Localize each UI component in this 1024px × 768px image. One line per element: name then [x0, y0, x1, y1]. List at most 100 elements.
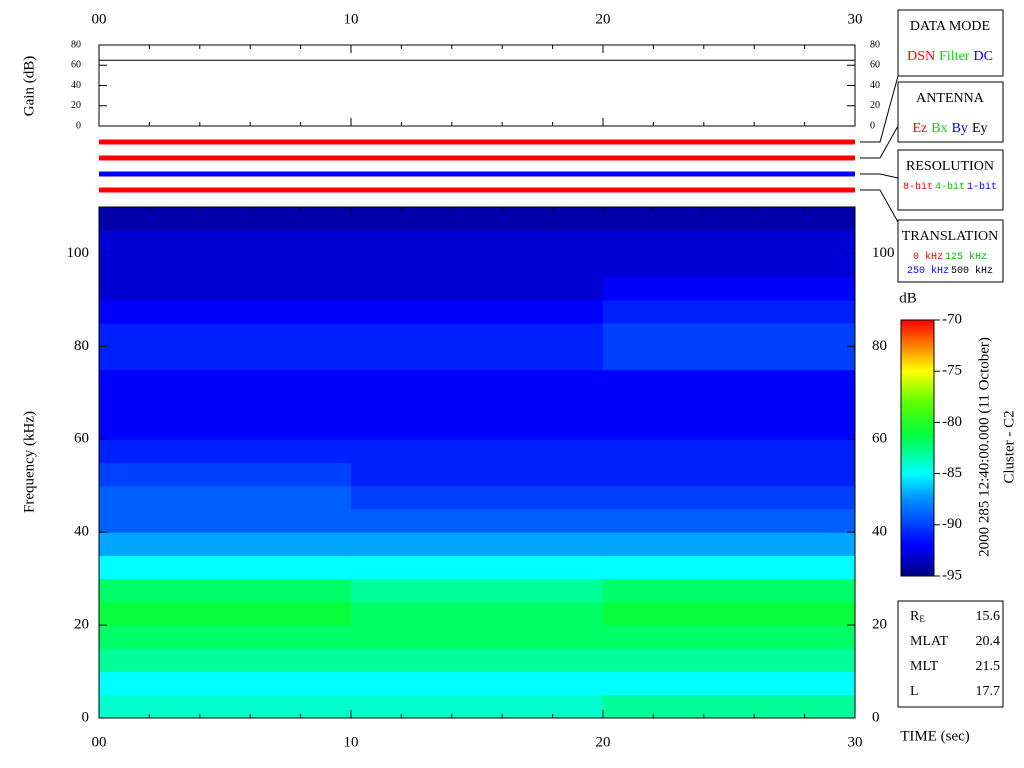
- y-tick-label: 20: [872, 617, 887, 633]
- heatmap-cell: [351, 508, 604, 533]
- colorbar: [900, 319, 935, 577]
- connector: [860, 75, 899, 143]
- heatmap-cell: [603, 346, 856, 371]
- heatmap-cell: [351, 276, 604, 301]
- timestamp: 2000 285 12:40:00.000 (11 October): [976, 337, 992, 557]
- heatmap-cell: [603, 392, 856, 417]
- y-tick-label: 100: [872, 245, 895, 261]
- legend-title: TRANSLATION: [902, 229, 998, 244]
- colorbar-tick-label: -70: [942, 311, 962, 327]
- y-tick-label: 80: [870, 39, 880, 50]
- connectors: [860, 75, 899, 223]
- heatmap-cell: [603, 625, 856, 649]
- ephemeris-label-text: R: [910, 609, 920, 624]
- heatmap-cell: [603, 694, 856, 719]
- ephemeris-label-text: L: [910, 684, 919, 699]
- heatmap-cell: [603, 207, 856, 231]
- gain-y-label: Gain (dB): [21, 56, 37, 116]
- heatmap-cell: [351, 671, 604, 696]
- heatmap-cell: [99, 299, 352, 324]
- legend-item: 1-bit: [967, 181, 997, 193]
- heatmap-cell: [99, 416, 352, 440]
- colorbar-tick-label: -75: [942, 363, 962, 379]
- heatmap-cell: [99, 323, 352, 347]
- legend-box: [897, 149, 1004, 211]
- heatmap-cell: [351, 625, 604, 649]
- legend-items: 0 kHz 125 kHz: [913, 251, 987, 263]
- legend-item: 0 kHz: [913, 251, 943, 263]
- legend-item: By: [952, 121, 968, 136]
- heatmap-cell: [99, 532, 352, 556]
- legend-item: 4-bit: [935, 181, 965, 193]
- colorbar-label: dB: [899, 290, 917, 306]
- heatmap-cell: [351, 346, 604, 371]
- freq-y-label: Frequency (kHz): [21, 411, 37, 513]
- x-tick-label: 20: [596, 11, 611, 27]
- heatmap-cell: [603, 439, 856, 463]
- status-bar: [99, 171, 855, 177]
- heatmap-cell: [351, 648, 604, 673]
- y-tick-label: 100: [67, 245, 90, 261]
- legend-item: DC: [973, 49, 992, 64]
- ephemeris-label: RE: [910, 609, 925, 624]
- y-tick-label: 0: [872, 709, 880, 725]
- colorbar-tick-label: -90: [942, 516, 962, 532]
- y-tick-label: 80: [74, 338, 89, 354]
- legend-title: ANTENNA: [916, 91, 985, 106]
- ephemeris-value: 15.6: [976, 609, 1001, 624]
- legend-item: 500 kHz: [951, 265, 993, 277]
- legend-items: DSN Filter DC: [907, 49, 993, 64]
- heatmap-cell: [99, 555, 352, 580]
- ephemeris-label: MLT: [910, 659, 939, 674]
- ephemeris-value: 21.5: [976, 659, 1001, 674]
- heatmap-cell: [351, 392, 604, 417]
- y-tick-label: 80: [71, 39, 81, 50]
- legend-title: DATA MODE: [910, 19, 990, 34]
- heatmap-cell: [603, 578, 856, 603]
- heatmap-cell: [603, 230, 856, 254]
- heatmap-cell: [603, 462, 856, 487]
- heatmap-cell: [99, 508, 352, 533]
- heatmap-cell: [351, 555, 604, 580]
- colorbar-tick-label: -80: [942, 414, 962, 430]
- x-tick-label: 00: [92, 734, 107, 750]
- heatmap-cell: [99, 485, 352, 510]
- colorbar-tick-label: -85: [942, 465, 962, 481]
- heatmap-cell: [351, 532, 604, 556]
- y-tick-label: 0: [76, 120, 81, 131]
- heatmap-cell: [99, 392, 352, 417]
- ephemeris-label: L: [910, 684, 919, 699]
- heatmap-cell: [99, 694, 352, 719]
- heatmap-cell: [603, 369, 856, 394]
- heatmap-cell: [603, 299, 856, 324]
- ephemeris-box: [897, 600, 1004, 708]
- legend-item: 125 kHz: [945, 251, 987, 263]
- legend-box: [897, 81, 1004, 143]
- heatmap-cell: [351, 230, 604, 254]
- heatmap-cell: [603, 671, 856, 696]
- legend-item: 250 kHz: [907, 265, 949, 277]
- heatmap-cell: [99, 369, 352, 394]
- legend-item: Ey: [972, 121, 988, 136]
- y-tick-label: 40: [74, 524, 89, 540]
- y-tick-label: 60: [870, 60, 880, 71]
- heatmap-cell: [351, 439, 604, 463]
- heatmap-cell: [603, 648, 856, 673]
- legend-items: Ez Bx By Ey: [912, 121, 987, 136]
- heatmap-cell: [99, 671, 352, 696]
- legend-item: Bx: [931, 121, 947, 136]
- x-tick-label: 00: [92, 11, 107, 27]
- heatmap-cell: [603, 323, 856, 347]
- heatmap-cell: [351, 694, 604, 719]
- y-tick-label: 60: [74, 431, 89, 447]
- x-tick-label: 30: [848, 11, 863, 27]
- heatmap-cell: [351, 462, 604, 487]
- ephemeris-label: MLAT: [910, 634, 949, 649]
- y-tick-label: 60: [71, 60, 81, 71]
- heatmap-cell: [603, 508, 856, 533]
- heatmap-cell: [99, 230, 352, 254]
- ephemeris-value: 20.4: [976, 634, 1001, 649]
- status-bar: [99, 187, 855, 193]
- ephemeris-value: 17.7: [976, 684, 1001, 699]
- x-label: TIME (sec): [900, 728, 970, 744]
